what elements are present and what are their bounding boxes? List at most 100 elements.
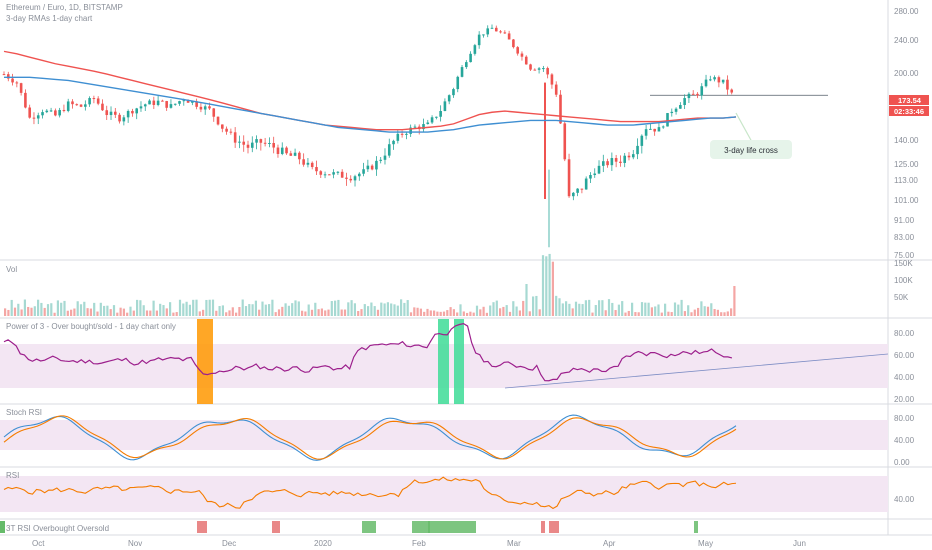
volume-bar (644, 302, 647, 316)
candle-body (383, 155, 387, 160)
candle-body (631, 154, 635, 158)
volume-bar (723, 312, 726, 316)
price-tick: 75.00 (894, 251, 915, 260)
stoch-d-line (3, 415, 737, 460)
volume-bar (621, 301, 624, 316)
volume-bar (337, 299, 340, 316)
candle-body (482, 34, 485, 36)
volume-bar (17, 303, 20, 316)
candle-body (173, 103, 177, 105)
volume-bar (591, 312, 594, 316)
volume-bar (86, 308, 89, 316)
volume-bar (198, 311, 201, 316)
volume-bar (482, 306, 485, 316)
volume-bar (304, 311, 307, 316)
candle-body (486, 28, 490, 35)
volume-bar (548, 253, 551, 316)
volume-bar (502, 306, 505, 316)
rsi-band (0, 476, 888, 512)
volume-bar (607, 299, 611, 316)
volume-bar (594, 305, 597, 316)
candle-body (32, 117, 36, 119)
volume-bar (631, 302, 634, 316)
volume-bar (541, 255, 545, 316)
obos-marker-red (272, 521, 280, 533)
candle-body (679, 105, 682, 109)
volume-bar (426, 308, 429, 316)
price-pane[interactable] (2, 24, 828, 248)
price-tick: 91.00 (894, 216, 915, 225)
volume-bar (373, 306, 376, 316)
candle-body (726, 79, 729, 90)
candle-body (422, 124, 425, 130)
volume-bar (532, 296, 535, 316)
power3-tick: 40.00 (894, 373, 915, 382)
candle-body (653, 128, 656, 132)
volume-bar (416, 307, 419, 316)
price-axis[interactable]: 280.00 240.00 200.00 140.00 125.00 113.0… (894, 7, 919, 260)
volume-bar (195, 299, 198, 316)
volume-bar (37, 299, 40, 316)
candle-body (614, 158, 618, 162)
candle-body (349, 178, 353, 181)
volume-bar (706, 306, 710, 316)
time-axis[interactable]: Oct Nov Dec 2020 Feb Mar Apr May Jun (32, 539, 806, 548)
candle-body (203, 106, 207, 110)
volume-bar (367, 306, 370, 316)
volume-bar (673, 302, 677, 316)
candle-body (113, 111, 117, 115)
volume-bar (103, 305, 106, 316)
candle-body (186, 100, 190, 103)
volume-bar (202, 309, 205, 316)
candle-body (439, 110, 442, 117)
volume-bar (627, 310, 630, 316)
volume-bar (436, 311, 439, 316)
last-price-value: 173.54 (898, 96, 922, 105)
candle-body (409, 127, 412, 134)
time-label: Nov (128, 539, 142, 548)
candle-body (105, 110, 109, 116)
volume-bar (670, 312, 673, 316)
candle-body (516, 47, 519, 54)
volume-tick: 50K (894, 293, 909, 302)
time-label: May (698, 539, 713, 548)
obos-marker-red (541, 521, 545, 533)
candle-body (92, 98, 96, 100)
candle-body (400, 133, 404, 135)
power3-tick: 80.00 (894, 329, 915, 338)
candle-body (345, 177, 348, 179)
volume-bar (565, 301, 568, 316)
candle-body (96, 98, 100, 104)
candle-body (550, 74, 554, 85)
candle-body (276, 147, 280, 154)
candle-body (447, 95, 451, 102)
volume-bar (664, 303, 667, 316)
volume-bar (122, 308, 125, 316)
volume-bar (472, 312, 475, 316)
callout-box (710, 140, 792, 159)
volume-bar (13, 307, 17, 316)
volume-bar (578, 303, 581, 316)
candle-body (666, 113, 669, 127)
candle-body (216, 116, 220, 125)
volume-bar (680, 299, 683, 316)
candle-body (619, 161, 622, 163)
volume-bar (386, 302, 389, 316)
volume-bar (429, 310, 432, 316)
candle-body (131, 110, 134, 114)
countdown-tag (889, 106, 929, 116)
volume-bar (27, 306, 30, 316)
volume-bar (538, 309, 541, 316)
volume-tick: 150K (894, 259, 913, 268)
stoch-tick: 0.00 (894, 458, 910, 467)
candle-body (259, 139, 263, 143)
candle-body (640, 135, 644, 146)
volume-bar (169, 302, 172, 316)
candle-body (559, 94, 562, 124)
candle-body (45, 110, 49, 113)
volume-bar (558, 298, 561, 316)
volume-bar (211, 299, 215, 316)
volume-bar (225, 312, 228, 316)
volume-bar (301, 310, 304, 316)
